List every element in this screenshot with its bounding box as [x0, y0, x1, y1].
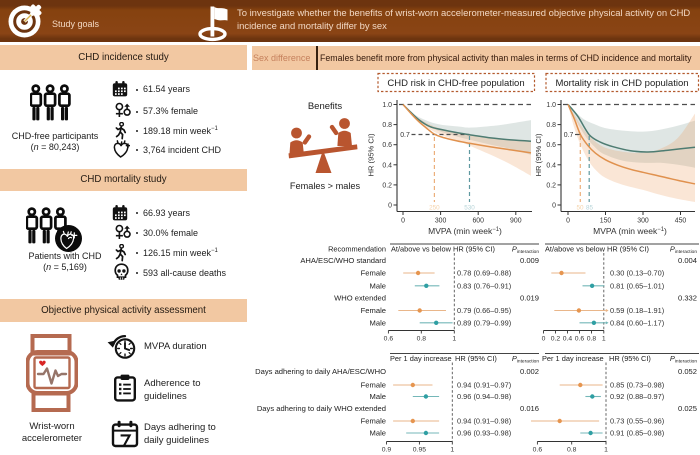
- svg-text:0: 0: [388, 203, 392, 210]
- svg-text:50: 50: [576, 205, 584, 212]
- svg-text:0.59 (0.18–1.91): 0.59 (0.18–1.91): [610, 306, 664, 315]
- svg-text:0.6: 0.6: [384, 336, 394, 343]
- svg-text:At/above vs below HR (95% CI): At/above vs below HR (95% CI): [545, 245, 649, 254]
- svg-text:Per 1 day increase: Per 1 day increase: [390, 354, 452, 363]
- svg-text:Days adhering to daily WHO ext: Days adhering to daily WHO extended: [257, 404, 386, 413]
- svg-text:0.052: 0.052: [678, 367, 697, 376]
- svg-text:CHD risk in CHD-free populatio: CHD risk in CHD-free population: [387, 78, 524, 89]
- svg-text:WHO extended: WHO extended: [334, 294, 386, 303]
- svg-text:Male: Male: [370, 429, 386, 438]
- svg-text:0.89 (0.79–0.99): 0.89 (0.79–0.99): [457, 319, 511, 328]
- svg-text:0.6: 0.6: [382, 142, 392, 149]
- svg-text:0.9: 0.9: [382, 447, 392, 454]
- svg-text:0.7: 0.7: [564, 132, 574, 139]
- svg-text:Female: Female: [361, 306, 386, 315]
- svg-text:1.0: 1.0: [382, 102, 392, 109]
- svg-text:HR (95% CI): HR (95% CI): [367, 133, 376, 177]
- svg-text:HR (95% CI): HR (95% CI): [609, 354, 651, 363]
- svg-text:0.009: 0.009: [520, 256, 539, 265]
- svg-text:85: 85: [586, 205, 594, 212]
- svg-text:900: 900: [510, 218, 522, 225]
- svg-text:0.4: 0.4: [382, 162, 392, 169]
- svg-text:300: 300: [637, 218, 649, 225]
- svg-text:0.2: 0.2: [382, 182, 392, 189]
- svg-text:0: 0: [401, 218, 405, 225]
- svg-text:Pinteraction: Pinteraction: [512, 245, 539, 255]
- svg-text:Pinteraction: Pinteraction: [512, 354, 539, 364]
- svg-text:0.4: 0.4: [563, 336, 573, 343]
- svg-text:At/above vs below HR (95% CI): At/above vs below HR (95% CI): [391, 245, 495, 254]
- svg-text:Female: Female: [361, 269, 386, 278]
- svg-text:MVPA (min week−1): MVPA (min week−1): [593, 226, 667, 236]
- svg-text:0.96 (0.93–0.98): 0.96 (0.93–0.98): [457, 429, 511, 438]
- svg-text:Recommendation: Recommendation: [328, 245, 386, 254]
- svg-text:0.8: 0.8: [546, 122, 556, 129]
- svg-text:0.4: 0.4: [546, 162, 556, 169]
- svg-text:0.8: 0.8: [567, 447, 577, 454]
- svg-text:1: 1: [450, 447, 454, 454]
- svg-text:0.8: 0.8: [417, 336, 427, 343]
- svg-text:HR (95% CI): HR (95% CI): [455, 354, 497, 363]
- svg-text:Male: Male: [370, 319, 386, 328]
- svg-text:MVPA (min week−1): MVPA (min week−1): [428, 226, 502, 236]
- svg-text:0.96 (0.94–0.98): 0.96 (0.94–0.98): [457, 392, 511, 401]
- svg-text:0: 0: [552, 203, 556, 210]
- svg-text:0: 0: [542, 336, 546, 343]
- svg-text:1: 1: [452, 336, 456, 343]
- svg-text:250: 250: [429, 205, 440, 212]
- svg-text:Pinteraction: Pinteraction: [670, 245, 697, 255]
- svg-text:Mortality risk in CHD populati: Mortality risk in CHD population: [555, 78, 688, 89]
- svg-text:530: 530: [464, 205, 475, 212]
- svg-text:0.019: 0.019: [520, 294, 539, 303]
- svg-text:Per 1 day increase: Per 1 day increase: [542, 354, 604, 363]
- svg-text:0.95: 0.95: [413, 447, 426, 454]
- svg-text:1: 1: [604, 447, 608, 454]
- svg-text:0.81 (0.65–1.01): 0.81 (0.65–1.01): [610, 282, 664, 291]
- svg-text:0.6: 0.6: [533, 447, 543, 454]
- svg-text:0.6: 0.6: [546, 142, 556, 149]
- svg-text:0.6: 0.6: [575, 336, 585, 343]
- svg-text:600: 600: [472, 218, 484, 225]
- svg-text:Female: Female: [361, 417, 386, 426]
- svg-text:0.8: 0.8: [587, 336, 597, 343]
- svg-text:0.92 (0.88–0.97): 0.92 (0.88–0.97): [610, 392, 664, 401]
- svg-text:Male: Male: [370, 282, 386, 291]
- svg-text:0.84 (0.60–1.17): 0.84 (0.60–1.17): [610, 319, 664, 328]
- svg-text:0.016: 0.016: [520, 404, 539, 413]
- svg-text:300: 300: [435, 218, 447, 225]
- svg-text:0.004: 0.004: [678, 256, 697, 265]
- svg-text:0.85 (0.73–0.98): 0.85 (0.73–0.98): [610, 381, 664, 390]
- svg-text:Days adhering to daily AHA/ESC: Days adhering to daily AHA/ESC/WHO: [255, 367, 386, 376]
- svg-text:HR (95% CI): HR (95% CI): [534, 133, 543, 177]
- svg-text:0.2: 0.2: [546, 182, 556, 189]
- svg-text:0.332: 0.332: [678, 294, 697, 303]
- svg-text:Female: Female: [361, 381, 386, 390]
- svg-text:1.0: 1.0: [546, 102, 556, 109]
- svg-text:0.8: 0.8: [382, 122, 392, 129]
- svg-text:450: 450: [675, 218, 687, 225]
- svg-text:0.78 (0.69–0.88): 0.78 (0.69–0.88): [457, 269, 511, 278]
- svg-text:0.94 (0.91–0.98): 0.94 (0.91–0.98): [457, 417, 511, 426]
- svg-text:1: 1: [602, 336, 606, 343]
- svg-text:Male: Male: [370, 392, 386, 401]
- svg-text:150: 150: [600, 218, 612, 225]
- svg-text:0.79 (0.66–0.95): 0.79 (0.66–0.95): [457, 306, 511, 315]
- svg-text:AHA/ESC/WHO standard: AHA/ESC/WHO standard: [300, 256, 386, 265]
- svg-text:0.83 (0.76–0.91): 0.83 (0.76–0.91): [457, 282, 511, 291]
- svg-text:0.025: 0.025: [678, 404, 697, 413]
- svg-text:0.73 (0.55–0.96): 0.73 (0.55–0.96): [610, 417, 664, 426]
- svg-text:0: 0: [566, 218, 570, 225]
- svg-text:0.2: 0.2: [551, 336, 561, 343]
- svg-text:0.7: 0.7: [400, 132, 410, 139]
- svg-text:0.30 (0.13–0.70): 0.30 (0.13–0.70): [610, 269, 664, 278]
- svg-text:0.91 (0.85–0.98): 0.91 (0.85–0.98): [610, 429, 664, 438]
- svg-text:0.94 (0.91–0.97): 0.94 (0.91–0.97): [457, 381, 511, 390]
- svg-text:0.002: 0.002: [520, 367, 539, 376]
- svg-text:Pinteraction: Pinteraction: [670, 354, 697, 364]
